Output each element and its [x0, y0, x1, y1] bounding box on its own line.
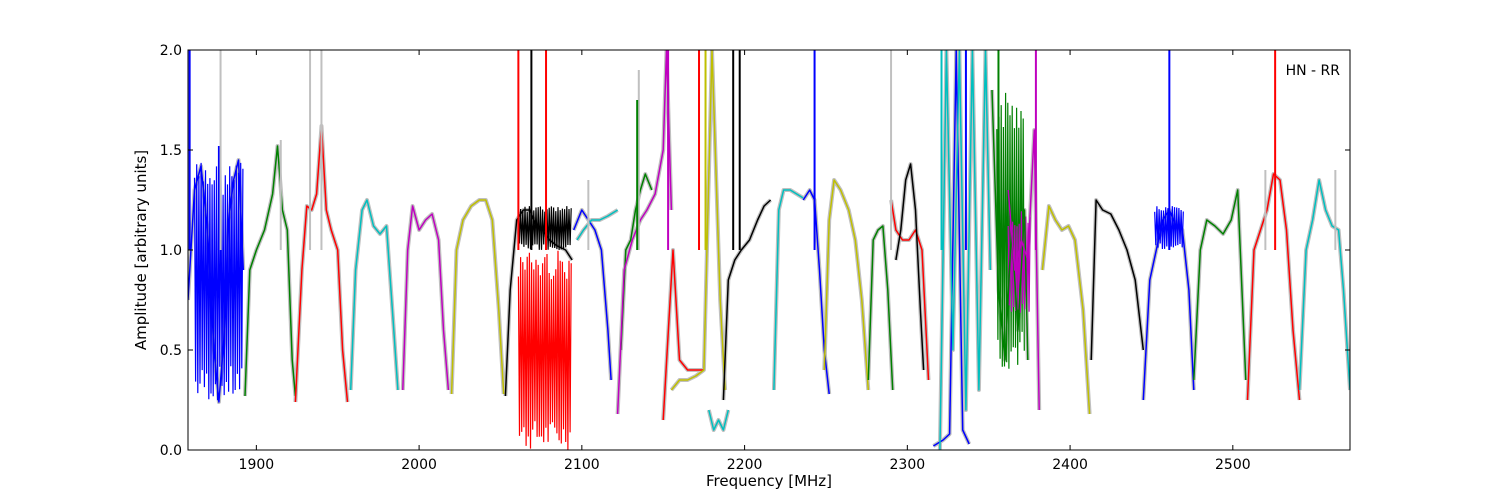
series-line-4	[402, 205, 450, 391]
series-line-22	[939, 50, 992, 450]
background-trace-11	[661, 248, 704, 421]
axis-ticks: 1900 2000 2100 2200 2300 2400 2500 0.0 0.5 1.0 1.5…	[160, 43, 1350, 473]
series-line-15	[773, 189, 804, 391]
series-line-20	[895, 163, 925, 371]
series-line-17	[823, 179, 870, 391]
series-line-14	[722, 199, 772, 401]
gray-background-traces	[188, 50, 1350, 450]
background-trace-14	[721, 198, 772, 401]
background-trace-20	[893, 162, 926, 371]
dense-band-1	[517, 250, 572, 450]
series-line-13	[708, 409, 730, 431]
x-tick-label: 2200	[727, 457, 763, 473]
background-trace-28	[1191, 188, 1248, 381]
series-line-7	[573, 209, 612, 381]
x-tick-label: 2500	[1215, 457, 1251, 473]
series-line-25	[1041, 205, 1091, 415]
x-tick-label: 2000	[401, 457, 437, 473]
series-line-0	[188, 159, 245, 403]
y-tick-label: 0.5	[160, 343, 182, 359]
y-axis-label: Amplitude [arbitrary units]	[132, 150, 150, 350]
series-line-3	[349, 199, 399, 391]
series-line-1	[244, 145, 297, 397]
series-line-12	[670, 50, 726, 391]
x-tick-label: 1900	[239, 457, 275, 473]
series-line-11	[662, 249, 704, 421]
series-line-29	[1246, 173, 1301, 401]
x-tick-label: 2300	[890, 457, 926, 473]
y-tick-label: 1.0	[160, 243, 182, 259]
series-lines	[188, 50, 1350, 450]
x-axis-label: Frequency [MHz]	[706, 472, 832, 490]
plot-frame	[187, 49, 1351, 451]
series-line-26	[1090, 199, 1145, 361]
series-line-10	[616, 50, 673, 415]
y-tick-label: 0.0	[160, 443, 182, 459]
background-trace-5	[449, 198, 506, 395]
y-tick-label: 1.5	[160, 143, 182, 159]
series-line-8	[576, 209, 618, 241]
plot-area	[188, 50, 1350, 450]
dense-band-2	[517, 206, 572, 251]
series-line-30	[1298, 179, 1350, 391]
series-line-18	[867, 225, 894, 391]
series-line-19	[890, 199, 930, 381]
series-line-21	[933, 50, 970, 447]
annotation-label: HN - RR	[1286, 63, 1341, 79]
background-trace-10	[615, 50, 674, 415]
series-line-5	[450, 199, 505, 395]
x-tick-label: 2400	[1052, 457, 1088, 473]
series-line-6	[504, 209, 573, 397]
x-tick-label: 2100	[564, 457, 600, 473]
background-trace-29	[1245, 172, 1302, 401]
spikes	[188, 50, 1337, 250]
background-trace-1	[243, 144, 298, 397]
series-line-9	[620, 173, 653, 351]
y-tick-label: 2.0	[160, 43, 182, 59]
series-line-28	[1193, 189, 1247, 381]
